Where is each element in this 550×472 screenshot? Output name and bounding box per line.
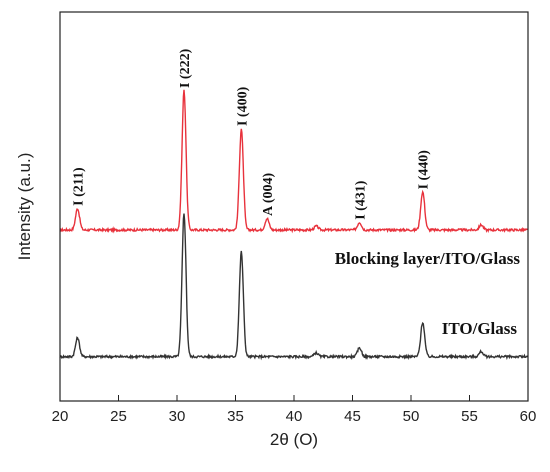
x-tick-label: 55 — [461, 408, 478, 425]
labels-layer: I (211) I (222) I (400) A (004) I (431) I (44… — [72, 48, 521, 338]
x-tick-label: 40 — [286, 408, 303, 425]
x-tick-label: 35 — [227, 408, 244, 425]
x-tick-label: 20 — [52, 408, 69, 425]
ticks-layer: 20 25 30 35 40 45 50 55 60 — [52, 395, 537, 425]
x-tick-label: 50 — [403, 408, 420, 425]
y-axis-title: Intensity (a.u.) — [15, 153, 34, 261]
x-tick-label: 45 — [344, 408, 361, 425]
peak-annotation: I (440) — [417, 150, 432, 190]
x-tick-label: 30 — [169, 408, 186, 425]
series-line-2 — [59, 213, 529, 361]
x-tick-label: 60 — [520, 408, 537, 425]
series-layer — [59, 89, 529, 361]
peak-annotation: I (222) — [178, 48, 193, 88]
peak-annotation: I (211) — [72, 167, 87, 206]
peak-annotation: I (431) — [354, 180, 369, 220]
x-axis-title: 2θ (O) — [270, 430, 318, 449]
series-label: Blocking layer/ITO/Glass — [335, 249, 521, 268]
x-tick-label: 25 — [110, 408, 127, 425]
peak-annotation: A (004) — [261, 173, 276, 217]
plot-frame — [59, 11, 529, 402]
peak-annotation: I (400) — [235, 86, 250, 126]
series-line-1 — [59, 89, 529, 234]
series-label: ITO/Glass — [442, 319, 518, 338]
